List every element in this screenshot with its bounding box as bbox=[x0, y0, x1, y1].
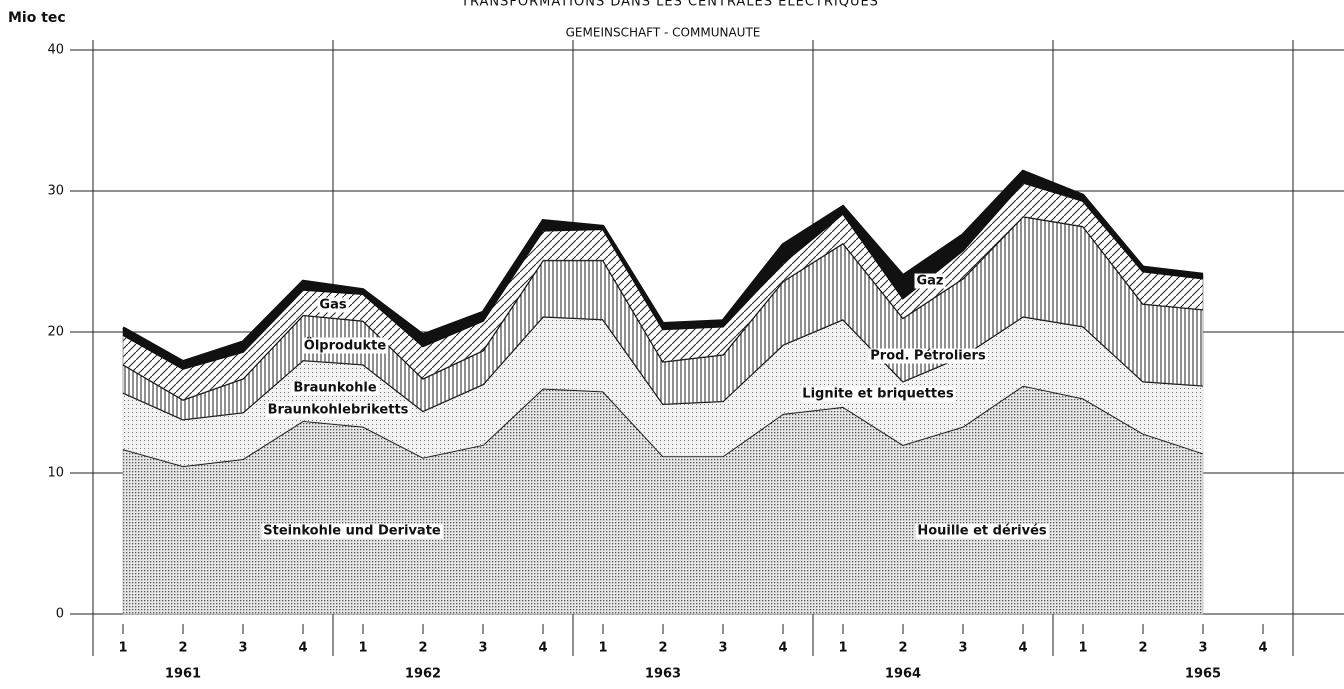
annotation-bg bbox=[914, 273, 946, 289]
x-tick-label: 4 bbox=[778, 641, 787, 656]
x-tick-label: 1 bbox=[1078, 641, 1087, 656]
chart-subtitle: GEMEINSCHAFT - COMMUNAUTE bbox=[566, 26, 761, 40]
x-tick-label: 1 bbox=[358, 641, 367, 656]
x-tick-label: 1 bbox=[838, 641, 847, 656]
annotation-bg bbox=[915, 523, 1049, 539]
annotation: Braunkohle bbox=[293, 381, 377, 396]
annotation-bg bbox=[261, 523, 443, 539]
y-tick-label: 10 bbox=[47, 466, 64, 481]
y-axis-label: Mio tec bbox=[8, 10, 66, 26]
annotation-bg bbox=[800, 386, 956, 402]
x-tick-label: 3 bbox=[718, 641, 727, 656]
annotation: Braunkohlebriketts bbox=[268, 403, 409, 418]
annotation: Lignite et briquettes bbox=[802, 387, 954, 402]
x-tick-label: 3 bbox=[238, 641, 247, 656]
x-tick-label: 4 bbox=[538, 641, 547, 656]
year-label: 1963 bbox=[645, 667, 681, 682]
x-tick-label: 4 bbox=[1258, 641, 1267, 656]
x-tick-label: 1 bbox=[598, 641, 607, 656]
y-tick-label: 0 bbox=[56, 607, 64, 622]
x-tick-label: 2 bbox=[658, 641, 667, 656]
year-label: 1962 bbox=[405, 667, 441, 682]
x-tick-label: 3 bbox=[1198, 641, 1207, 656]
x-tick-label: 2 bbox=[1138, 641, 1147, 656]
annotation-bg bbox=[301, 337, 389, 354]
annotation-bg bbox=[291, 380, 379, 396]
annotation-bg bbox=[868, 348, 988, 364]
annotation: Houille et dérivés bbox=[917, 524, 1047, 539]
x-tick-label: 4 bbox=[1018, 641, 1027, 656]
x-tick-label: 1 bbox=[118, 641, 127, 656]
annotation-bg bbox=[317, 297, 349, 313]
area-edge bbox=[122, 169, 1204, 364]
year-label: 1961 bbox=[165, 667, 201, 682]
y-tick-label: 40 bbox=[47, 43, 64, 58]
annotation: Ölprodukte bbox=[304, 338, 387, 354]
annotation: Gas bbox=[319, 298, 346, 313]
x-tick-label: 3 bbox=[958, 641, 967, 656]
annotation: Prod. Pétroliers bbox=[870, 349, 986, 364]
x-tick-label: 4 bbox=[298, 641, 307, 656]
y-tick-label: 20 bbox=[47, 325, 64, 340]
year-label: 1964 bbox=[885, 667, 921, 682]
annotation: Gaz bbox=[916, 274, 943, 289]
x-tick-label: 2 bbox=[418, 641, 427, 656]
x-tick-label: 3 bbox=[478, 641, 487, 656]
year-label: 1965 bbox=[1185, 667, 1221, 682]
annotation: Steinkohle und Derivate bbox=[263, 524, 441, 539]
y-tick-label: 30 bbox=[47, 184, 64, 199]
annotation-bg bbox=[265, 402, 411, 418]
x-tick-label: 2 bbox=[178, 641, 187, 656]
chart-title: TRANSFORMATIONS DANS LES CENTRALES ELECT… bbox=[460, 0, 879, 10]
x-tick-label: 2 bbox=[898, 641, 907, 656]
